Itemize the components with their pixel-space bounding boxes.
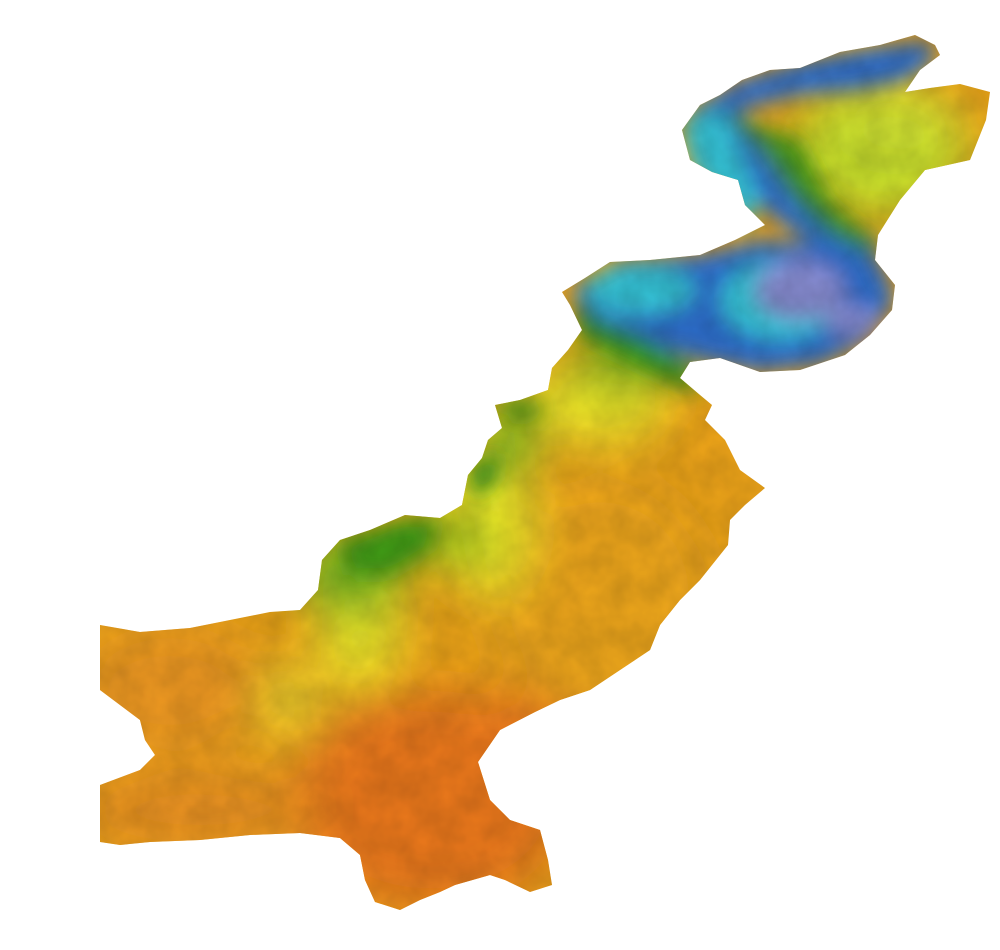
map-canvas (100, 35, 990, 910)
